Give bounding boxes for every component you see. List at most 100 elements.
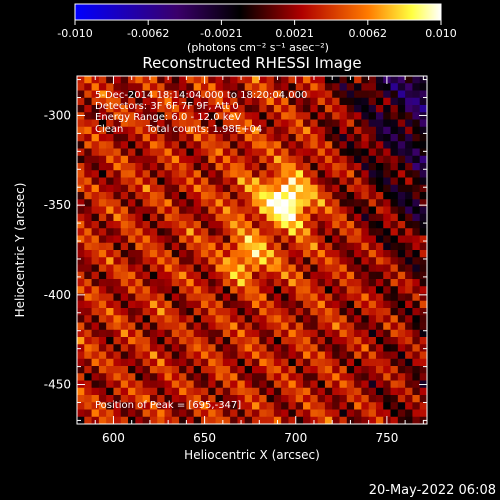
heatmap-cell (281, 351, 289, 360)
heatmap-cell (179, 148, 187, 157)
heatmap-cell (157, 112, 165, 120)
heatmap-cell (244, 329, 253, 338)
heatmap-cell (135, 322, 144, 331)
heatmap-cell (128, 235, 136, 244)
heatmap-cell (171, 155, 180, 164)
heatmap-cell (266, 315, 275, 323)
heatmap-cell (128, 315, 136, 323)
heatmap-cell (310, 279, 319, 287)
heatmap-cell (266, 286, 275, 294)
heatmap-cell (405, 112, 413, 120)
heatmap-cell (281, 199, 289, 207)
heatmap-cell (383, 271, 391, 280)
heatmap-cell (149, 416, 158, 424)
heatmap-cell (266, 373, 275, 381)
heatmap-cell (295, 315, 304, 323)
heatmap-cell (84, 286, 92, 294)
heatmap-cell (164, 257, 173, 265)
heatmap-cell (120, 155, 129, 164)
heatmap-cell (273, 119, 282, 128)
heatmap-cell (375, 279, 384, 287)
heatmap-cell (77, 235, 85, 244)
heatmap-cell (346, 366, 355, 374)
heatmap-cell (295, 337, 304, 345)
heatmap-cell (383, 155, 391, 164)
heatmap-cell (113, 90, 122, 99)
heatmap-cell (77, 148, 85, 157)
heatmap-cell (383, 83, 391, 91)
heatmap-cell (215, 235, 224, 244)
heatmap-cell (252, 416, 260, 424)
heatmap-cell (230, 286, 238, 294)
heatmap-cell (252, 271, 260, 280)
heatmap-cell (142, 112, 151, 120)
heatmap-cell (230, 264, 238, 273)
heatmap-cell (252, 242, 260, 251)
heatmap-cell (215, 344, 224, 352)
heatmap-cell (361, 177, 370, 186)
heatmap-cell (339, 213, 348, 222)
y-tick-label: -450 (44, 378, 71, 392)
heatmap-cell (179, 286, 187, 294)
heatmap-cell (91, 315, 100, 323)
heatmap-cell (252, 264, 260, 273)
heatmap-cell (412, 315, 421, 323)
heatmap-cell (157, 308, 165, 316)
heatmap-cell (157, 155, 165, 164)
heatmap-cell (91, 119, 100, 128)
heatmap-cell (324, 134, 333, 142)
heatmap-cell (142, 344, 151, 352)
heatmap-cell (149, 344, 158, 352)
heatmap-cell (179, 366, 187, 374)
heatmap-cell (405, 242, 413, 251)
heatmap-cell (237, 308, 246, 316)
heatmap-cell (310, 97, 319, 106)
heatmap-cell (200, 141, 209, 149)
heatmap-cell (106, 221, 114, 229)
heatmap-cell (259, 112, 267, 120)
heatmap-cell (259, 300, 267, 309)
heatmap-cell (281, 192, 289, 200)
heatmap-cell (339, 206, 348, 215)
heatmap-cell (84, 221, 92, 229)
heatmap-cell (113, 416, 122, 424)
heatmap-cell (164, 271, 173, 280)
heatmap-cell (120, 119, 129, 128)
heatmap-cell (281, 402, 289, 410)
annotation-counts: Total counts: 1.98E+04 (145, 124, 262, 135)
heatmap-cell (120, 250, 129, 258)
heatmap-cell (157, 148, 165, 157)
heatmap-cell (354, 402, 362, 410)
heatmap-cell (324, 90, 333, 99)
heatmap-cell (215, 126, 224, 135)
heatmap-cell (120, 76, 129, 84)
heatmap-cell (295, 250, 304, 258)
heatmap-cell (324, 279, 333, 287)
heatmap-cell (354, 308, 362, 316)
heatmap-cell (171, 293, 180, 302)
heatmap-cell (310, 126, 319, 135)
heatmap-cell (179, 337, 187, 345)
heatmap-cell (317, 409, 326, 418)
heatmap-cell (186, 90, 195, 99)
heatmap-cell (149, 97, 158, 106)
heatmap-cell (215, 134, 224, 142)
heatmap-cell (368, 126, 377, 135)
heatmap-cell (164, 141, 173, 149)
heatmap-cell (252, 279, 260, 287)
heatmap-cell (346, 119, 355, 128)
heatmap-cell (149, 293, 158, 302)
heatmap-cell (259, 279, 267, 287)
heatmap-cell (266, 119, 275, 128)
heatmap-cell (135, 170, 144, 178)
heatmap-cell (390, 177, 399, 186)
heatmap-cell (106, 228, 114, 236)
heatmap-cell (149, 329, 158, 338)
heatmap-cell (157, 402, 165, 410)
heatmap-cell (252, 90, 260, 99)
heatmap-cell (222, 308, 231, 316)
heatmap-cell (405, 271, 413, 280)
heatmap-cell (179, 351, 187, 360)
heatmap-cell (412, 264, 421, 273)
heatmap-cell (164, 112, 173, 120)
